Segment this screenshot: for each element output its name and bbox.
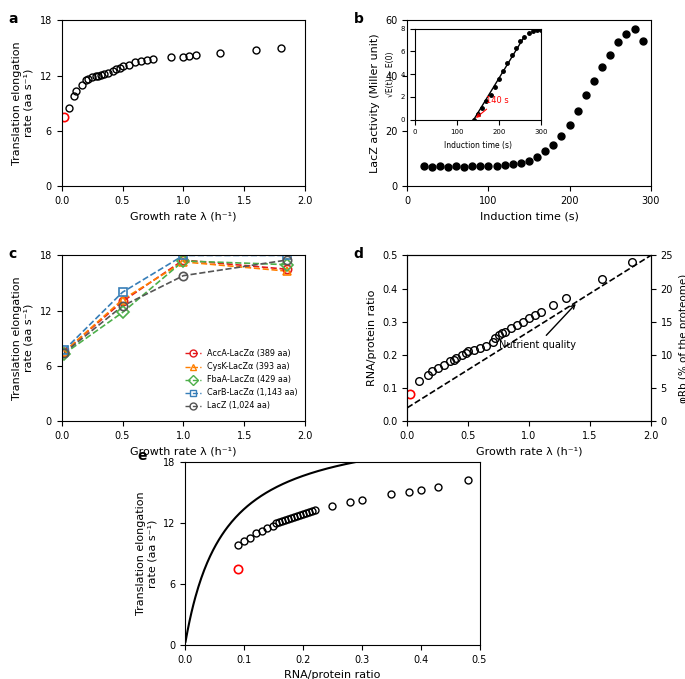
X-axis label: Growth rate λ (h⁻¹): Growth rate λ (h⁻¹) <box>130 446 236 456</box>
Y-axis label: φRb (% of the proteome): φRb (% of the proteome) <box>679 274 685 403</box>
X-axis label: Induction time (s): Induction time (s) <box>479 211 578 221</box>
Y-axis label: Translation elongation
rate (aa s⁻¹): Translation elongation rate (aa s⁻¹) <box>12 276 34 400</box>
Y-axis label: LacZ activity (Miller unit): LacZ activity (Miller unit) <box>370 33 379 173</box>
Y-axis label: RNA/protein ratio: RNA/protein ratio <box>366 290 377 386</box>
Text: b: b <box>353 12 364 26</box>
Text: a: a <box>8 12 18 26</box>
X-axis label: RNA/protein ratio: RNA/protein ratio <box>284 670 380 679</box>
X-axis label: Growth rate λ (h⁻¹): Growth rate λ (h⁻¹) <box>476 446 582 456</box>
Y-axis label: Translation elongation
rate (aa s⁻¹): Translation elongation rate (aa s⁻¹) <box>136 492 158 615</box>
Y-axis label: Translation elongation
rate (aa s⁻¹): Translation elongation rate (aa s⁻¹) <box>12 41 34 165</box>
X-axis label: Growth rate λ (h⁻¹): Growth rate λ (h⁻¹) <box>130 211 236 221</box>
Text: e: e <box>138 449 147 463</box>
Text: d: d <box>353 247 364 261</box>
Legend: AccA-LacZα (389 aa), CysK-LacZα (393 aa), FbaA-LacZα (429 aa), CarB-LacZα (1,143: AccA-LacZα (389 aa), CysK-LacZα (393 aa)… <box>182 346 301 414</box>
Text: Nutrient quality: Nutrient quality <box>499 305 575 350</box>
Text: c: c <box>8 247 16 261</box>
